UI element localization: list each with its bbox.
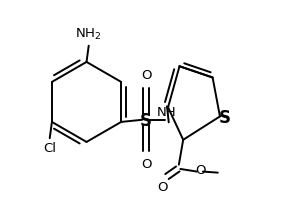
Text: NH: NH <box>157 106 176 119</box>
Text: S: S <box>140 112 152 130</box>
Text: O: O <box>141 69 151 82</box>
Text: Cl: Cl <box>43 142 56 155</box>
Text: NH$_2$: NH$_2$ <box>76 27 102 42</box>
Text: O: O <box>157 181 167 194</box>
Text: O: O <box>141 158 151 171</box>
Text: S: S <box>219 108 231 127</box>
Text: O: O <box>195 164 206 177</box>
